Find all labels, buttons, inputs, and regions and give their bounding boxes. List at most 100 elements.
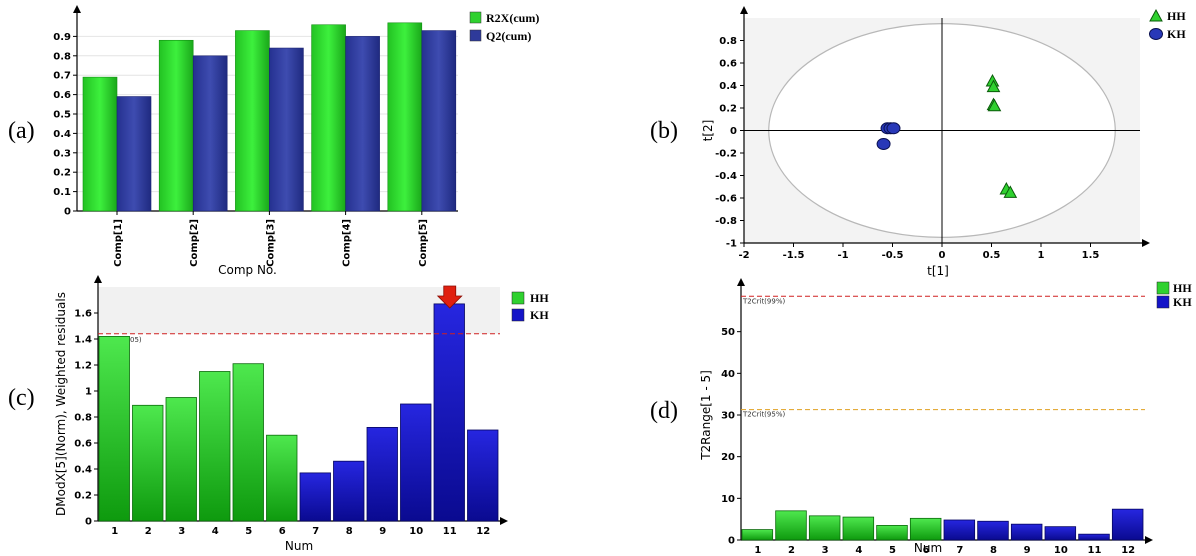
bar-hh — [808, 515, 841, 541]
bar-hh — [842, 516, 875, 541]
ytick-label-a: 0.8 — [53, 51, 71, 62]
x-axis-label-d: Num — [914, 541, 942, 555]
xtick-label: 4 — [212, 526, 219, 537]
xtick-label: 12 — [476, 526, 490, 537]
critical-label-d: T2Crit(95%) — [742, 411, 785, 419]
ytick-label-a: 0.5 — [53, 110, 71, 121]
xtick-label: 12 — [1121, 545, 1135, 556]
ytick-label: 20 — [721, 452, 735, 463]
y-axis-label-d: T2Range[1 - 5] — [699, 370, 713, 461]
ytick-label-a: 0.1 — [53, 187, 71, 198]
highlight-arrow-icon — [436, 285, 463, 309]
ytick-label-a: 0.4 — [53, 129, 71, 140]
bar-kh — [977, 520, 1009, 541]
xtick-label-a: Comp[4] — [342, 219, 353, 267]
ytick-label: 0.2 — [74, 491, 92, 502]
legend-swatch-d — [1156, 281, 1170, 295]
panel-label-c: (c) — [8, 385, 35, 411]
bar-hh — [909, 517, 942, 541]
legend-swatch-c — [511, 308, 525, 322]
bar-hh — [775, 510, 807, 541]
legend-swatch-d — [1156, 295, 1170, 309]
xtick-label: 2 — [145, 526, 152, 537]
y-axis-arrow — [94, 275, 102, 283]
ytick-label-b: -0.6 — [715, 194, 737, 205]
ytick-label: 0.4 — [74, 465, 92, 476]
xtick-label-a: Comp[5] — [418, 219, 429, 267]
ytick-label-b: -0.4 — [715, 171, 737, 182]
xtick-label: 1 — [754, 545, 761, 556]
xtick-label: 9 — [1024, 545, 1031, 556]
ytick-label: 40 — [721, 369, 735, 380]
bar-hh — [232, 363, 264, 522]
xtick-label: 8 — [346, 526, 353, 537]
x-axis-arrow — [500, 517, 508, 525]
critical-label-d: T2Crit(99%) — [742, 297, 785, 305]
legend-label-c: KH — [530, 308, 549, 322]
x-axis-label-b: t[1] — [927, 264, 949, 278]
critical-zone — [98, 287, 500, 334]
xtick-label: 7 — [956, 545, 963, 556]
ytick-label: 1 — [85, 387, 92, 398]
xtick-label: 3 — [178, 526, 185, 537]
xtick-label: 2 — [788, 545, 795, 556]
bar-kh — [467, 429, 499, 522]
legend-label-d: KH — [1173, 295, 1192, 309]
xtick-label: 4 — [855, 545, 862, 556]
xtick-label: 11 — [1088, 545, 1102, 556]
bar-kh — [1078, 533, 1110, 541]
ytick-label-a: 0.3 — [53, 148, 71, 159]
bar-kh — [1010, 523, 1043, 541]
bar-kh — [299, 472, 331, 522]
ytick-label: 0.8 — [74, 413, 92, 424]
ytick-label-b: 0.2 — [719, 104, 737, 115]
ytick-label: 1.6 — [74, 309, 92, 320]
xtick-label-b: 0 — [939, 250, 946, 261]
x-axis-arrow-b — [1142, 239, 1150, 247]
legend-label-d: HH — [1173, 281, 1192, 295]
y-axis-label-c: DModX[5](Norm), Weighted residuals — [54, 292, 68, 516]
xtick-label: 6 — [923, 545, 930, 556]
legend-label-c: HH — [530, 291, 549, 305]
bar-hh — [98, 335, 130, 522]
y-axis-label-b: t[2] — [701, 120, 715, 142]
xtick-label: 7 — [312, 526, 319, 537]
y-axis-arrow-b — [740, 6, 748, 14]
bar-r2x — [311, 24, 346, 212]
legend-swatch-a — [469, 11, 482, 24]
xtick-label-a: Comp[1] — [113, 219, 124, 267]
ytick-label-b: 0 — [730, 126, 737, 137]
ytick-label: 10 — [721, 494, 735, 505]
xtick-label: 1 — [111, 526, 118, 537]
chart-c: 00.20.40.60.811.21.41.61 2 3 4 5 6 7 8 9 10 11 1205… — [54, 275, 549, 553]
xtick-label-b: 0.5 — [983, 250, 1001, 261]
bar-kh — [400, 403, 432, 522]
bar-kh — [333, 460, 365, 522]
panel-b: (b) -1 -0.8 -0.6 -0.4 -0.2 0 0.2 0.4 0.6 0.8 -2 -1.… — [650, 6, 1186, 278]
ytick-label-b: 0.8 — [719, 36, 737, 47]
xtick-label-b: -1 — [837, 250, 848, 261]
bar-r2x — [158, 39, 194, 212]
ytick-label: 30 — [721, 411, 735, 422]
panel-label-a: (a) — [8, 118, 35, 144]
panel-a: (a) 0 0.1 0.2 0.3 0.4 0.5 0.6 0.7 0.8 0.9 Comp[1] C… — [8, 5, 539, 277]
point-hh — [1003, 185, 1018, 198]
bar-hh — [199, 371, 231, 522]
bar-q2 — [192, 55, 228, 212]
critical-label-c: 05) — [130, 336, 142, 344]
xtick-label-b: -2 — [738, 250, 749, 261]
ytick-label: 1.4 — [74, 335, 92, 346]
bar-q2 — [345, 36, 380, 212]
bar-kh — [1111, 508, 1144, 541]
bar-kh — [1044, 526, 1077, 541]
legend-swatch-c — [511, 291, 525, 305]
xtick-label: 5 — [245, 526, 252, 537]
xtick-label: 6 — [279, 526, 286, 537]
point-hh — [986, 79, 1001, 93]
bar-q2 — [421, 30, 457, 212]
xtick-label-a: Comp[3] — [265, 219, 276, 267]
x-axis-label-a: Comp No. — [218, 263, 277, 277]
legend-label-b: KH — [1167, 27, 1186, 41]
